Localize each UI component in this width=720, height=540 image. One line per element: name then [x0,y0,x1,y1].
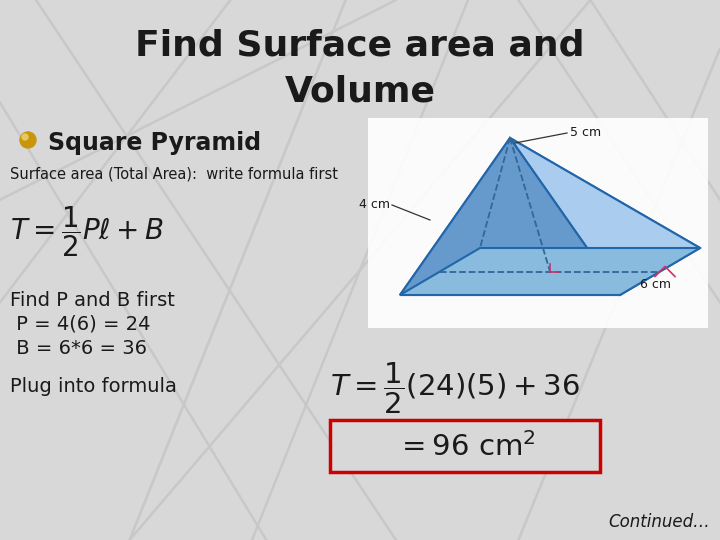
Polygon shape [400,138,510,295]
Circle shape [22,134,28,140]
Text: 4 cm: 4 cm [359,199,390,212]
Polygon shape [400,248,700,295]
Text: Find Surface area and: Find Surface area and [135,28,585,62]
Text: B = 6*6 = 36: B = 6*6 = 36 [10,339,147,357]
Circle shape [20,132,36,148]
Text: $T = \dfrac{1}{2} P\ell + B$: $T = \dfrac{1}{2} P\ell + B$ [10,205,163,259]
Text: Find P and B first: Find P and B first [10,291,175,309]
Text: $T = \dfrac{1}{2}(24)(5)+36$: $T = \dfrac{1}{2}(24)(5)+36$ [330,360,580,416]
Bar [368,118,708,328]
Text: 5 cm: 5 cm [570,126,601,139]
Text: Continued…: Continued… [608,513,710,531]
Text: Square Pyramid: Square Pyramid [48,131,261,155]
Text: $= 96\ \mathrm{cm}^2$: $= 96\ \mathrm{cm}^2$ [396,432,536,462]
Bar [330,420,600,472]
Text: P = 4(6) = 24: P = 4(6) = 24 [10,314,150,334]
Text: Volume: Volume [284,75,436,109]
Text: 6 cm: 6 cm [640,279,671,292]
Text: Surface area (Total Area):  write formula first: Surface area (Total Area): write formula… [10,166,338,181]
Polygon shape [480,138,700,248]
Text: Plug into formula: Plug into formula [10,376,177,395]
Polygon shape [400,138,620,295]
Polygon shape [510,138,700,295]
